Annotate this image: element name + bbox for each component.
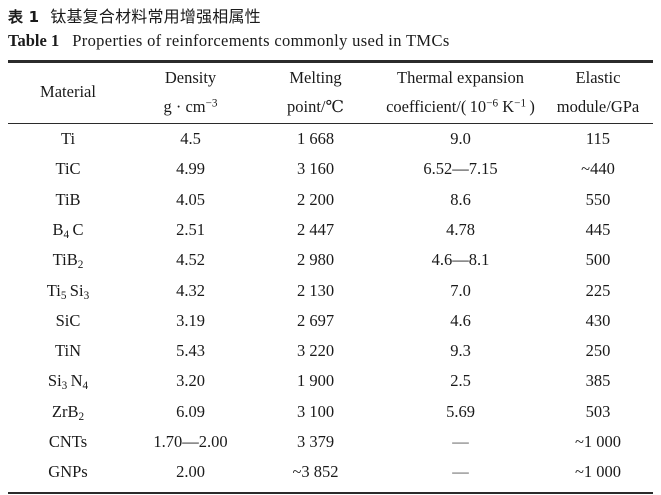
cell-thermal-expansion: 9.0 — [450, 129, 471, 148]
caption-chinese: 表 1 钛基复合材料常用增强相属性 — [8, 3, 261, 27]
cell-thermal-expansion: — — [452, 462, 469, 482]
cell-material: TiN — [55, 341, 81, 361]
cell-density: 4.5 — [180, 129, 201, 148]
cell-melting-point: 2 447 — [296, 219, 335, 239]
cell-melting-point: 2 697 — [296, 310, 335, 330]
column-header-thermal-line2: coefficient/( 10−6 K−1 ) — [386, 97, 535, 116]
table-row: SiC 3.19 2 697 4.6 430 — [8, 306, 653, 336]
table-row: Si3 N4 3.20 1 900 2.5 385 — [8, 366, 653, 396]
cell-melting-point: 3 100 — [296, 401, 335, 421]
cell-material: ZrB2 — [51, 401, 85, 423]
cell-thermal-expansion: 4.78 — [446, 219, 475, 239]
table-row: TiN 5.43 3 220 9.3 250 — [8, 336, 653, 366]
caption-english-label: Table 1 — [8, 31, 60, 50]
cell-thermal-expansion: 6.52—7.15 — [423, 159, 498, 179]
cell-material: Ti5 Si3 — [46, 280, 90, 302]
cell-density: 4.05 — [176, 189, 205, 209]
cell-melting-point: 3 160 — [296, 159, 335, 179]
cell-density: 4.32 — [176, 280, 205, 300]
cell-thermal-expansion: 8.6 — [450, 189, 471, 209]
cell-melting-point: ~3 852 — [292, 462, 339, 482]
cell-elastic-modulus: 225 — [585, 280, 611, 300]
cell-elastic-modulus: 385 — [585, 371, 611, 391]
cell-thermal-expansion: 5.69 — [446, 401, 475, 421]
cell-melting-point: 2 980 — [296, 250, 335, 270]
cell-elastic-modulus: ~1 000 — [574, 462, 622, 482]
cell-melting-point: 3 379 — [296, 432, 335, 451]
table-row: ZrB2 6.09 3 100 5.69 503 — [8, 397, 653, 427]
cell-elastic-modulus: 503 — [585, 401, 611, 421]
column-header-melting-line2: point/℃ — [287, 97, 344, 116]
cell-material: TiB2 — [52, 250, 84, 272]
cell-thermal-expansion: 4.6 — [450, 310, 471, 330]
cell-melting-point: 1 900 — [296, 371, 335, 391]
cell-melting-point: 1 668 — [296, 129, 335, 148]
cell-thermal-expansion: 9.3 — [450, 341, 471, 361]
cell-elastic-modulus: 250 — [585, 341, 611, 361]
cell-material: Ti — [60, 129, 76, 148]
cell-elastic-modulus: 550 — [585, 189, 611, 209]
table-rule-top — [8, 60, 653, 63]
caption-english: Table 1 Properties of reinforcements comm… — [8, 31, 450, 51]
data-table: Material Density g · cm−3 Melting point/… — [8, 60, 653, 494]
column-header-thermal-line1: Thermal expansion — [397, 68, 524, 87]
table-body: Ti 4.5 1 668 9.0 115 TiC 4.99 3 160 6.52—7.15 ~44… — [8, 124, 653, 492]
table-row: CNTs 1.70—2.00 3 379 — ~1 000 — [8, 427, 653, 457]
table-row: Ti5 Si3 4.32 2 130 7.0 225 — [8, 276, 653, 306]
cell-elastic-modulus: 430 — [585, 310, 611, 330]
cell-material: B4 C — [52, 219, 84, 242]
cell-thermal-expansion: 2.5 — [450, 371, 471, 391]
table-header: Material Density g · cm−3 Melting point/… — [8, 63, 653, 123]
table-row: B4 C 2.51 2 447 4.78 445 — [8, 215, 653, 245]
cell-thermal-expansion: — — [452, 432, 469, 451]
cell-material: Si3 N4 — [47, 371, 89, 393]
column-header-density-line1: Density — [164, 68, 217, 87]
cell-elastic-modulus: ~440 — [581, 159, 615, 179]
cell-density: 3.20 — [176, 371, 205, 391]
cell-density: 4.52 — [176, 250, 205, 270]
cell-thermal-expansion: 7.0 — [450, 280, 471, 300]
column-header-elastic-line1: Elastic — [575, 68, 621, 87]
caption-english-text: Properties of reinforcements commonly us… — [72, 31, 450, 50]
cell-melting-point: 2 200 — [296, 189, 335, 209]
table-row: TiB2 4.52 2 980 4.6—8.1 500 — [8, 245, 653, 275]
column-header-melting-line1: Melting — [289, 68, 342, 87]
table-row: TiB 4.05 2 200 8.6 550 — [8, 185, 653, 215]
caption-chinese-label: 表 1 — [8, 8, 40, 26]
cell-elastic-modulus: 445 — [585, 219, 611, 239]
cell-material: GNPs — [48, 462, 88, 482]
cell-elastic-modulus: 500 — [585, 250, 611, 270]
cell-density: 1.70—2.00 — [153, 432, 228, 451]
cell-density: 6.09 — [176, 401, 205, 421]
cell-material: CNTs — [48, 432, 88, 451]
table-row: GNPs 2.00 ~3 852 — ~1 000 — [8, 457, 653, 487]
column-header-elastic-line2: module/GPa — [556, 97, 640, 116]
cell-density: 5.43 — [176, 341, 205, 361]
table-row: Ti 4.5 1 668 9.0 115 — [8, 124, 653, 154]
cell-density: 2.51 — [176, 219, 205, 239]
cell-density: 4.99 — [176, 159, 205, 179]
table-rule-bottom — [8, 491, 653, 494]
cell-melting-point: 2 130 — [296, 280, 335, 300]
table-rule-header-divider — [8, 123, 653, 124]
cell-material: TiB — [55, 189, 81, 209]
caption-chinese-text: 钛基复合材料常用增强相属性 — [50, 7, 261, 26]
cell-density: 3.19 — [176, 310, 205, 330]
cell-elastic-modulus: ~1 000 — [574, 432, 622, 451]
column-header-material: Material — [40, 82, 96, 101]
cell-melting-point: 3 220 — [296, 341, 335, 361]
cell-elastic-modulus: 115 — [585, 129, 611, 148]
cell-material: TiC — [55, 159, 81, 179]
cell-material: SiC — [55, 310, 81, 330]
column-header-density-line2: g · cm−3 — [163, 97, 218, 116]
table-row: TiC 4.99 3 160 6.52—7.15 ~440 — [8, 154, 653, 184]
cell-thermal-expansion: 4.6—8.1 — [431, 250, 490, 270]
cell-density: 2.00 — [176, 462, 205, 482]
